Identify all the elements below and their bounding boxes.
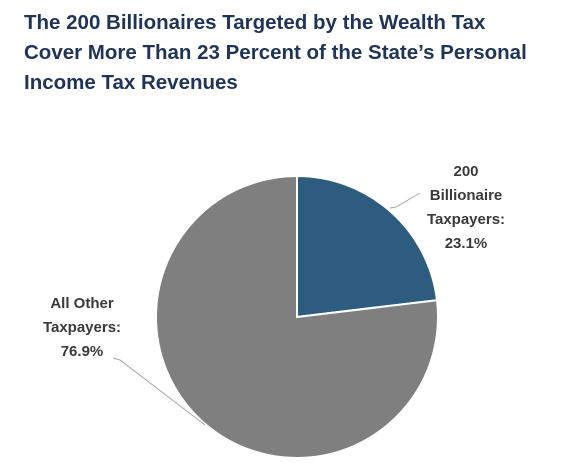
slice-1-label-line-1: 200	[453, 163, 478, 180]
chart-title: The 200 Billionaires Targeted by the Wea…	[24, 8, 554, 98]
leader-line-1	[389, 192, 421, 209]
pie-slice-1	[296, 174, 439, 319]
slice-2-label-line-3: 76.9%	[61, 343, 104, 360]
leader-line-2	[112, 357, 206, 426]
chart-title-line-2: Cover More Than 23 Percent of the State’…	[24, 41, 527, 64]
chart-title-line-1: The 200 Billionaires Targeted by the Wea…	[24, 11, 486, 34]
slice-2-label-line-2: Taxpayers:	[43, 319, 121, 336]
slice-2-label-line-1: All Other	[50, 295, 114, 312]
chart-title-line-3: Income Tax Revenues	[24, 71, 238, 94]
pie-slice-2	[155, 174, 439, 459]
leader-lines	[112, 192, 421, 426]
slice-1-label-line-2: Billionaire	[430, 187, 503, 204]
slice-1-label-line-3: Taxpayers:	[427, 211, 505, 228]
slice-1-label-line-4: 23.1%	[445, 235, 488, 252]
pie-slices	[155, 174, 439, 459]
slice-labels: 200 Billionaire Taxpayers: 23.1% All Other Ta…	[43, 163, 505, 360]
